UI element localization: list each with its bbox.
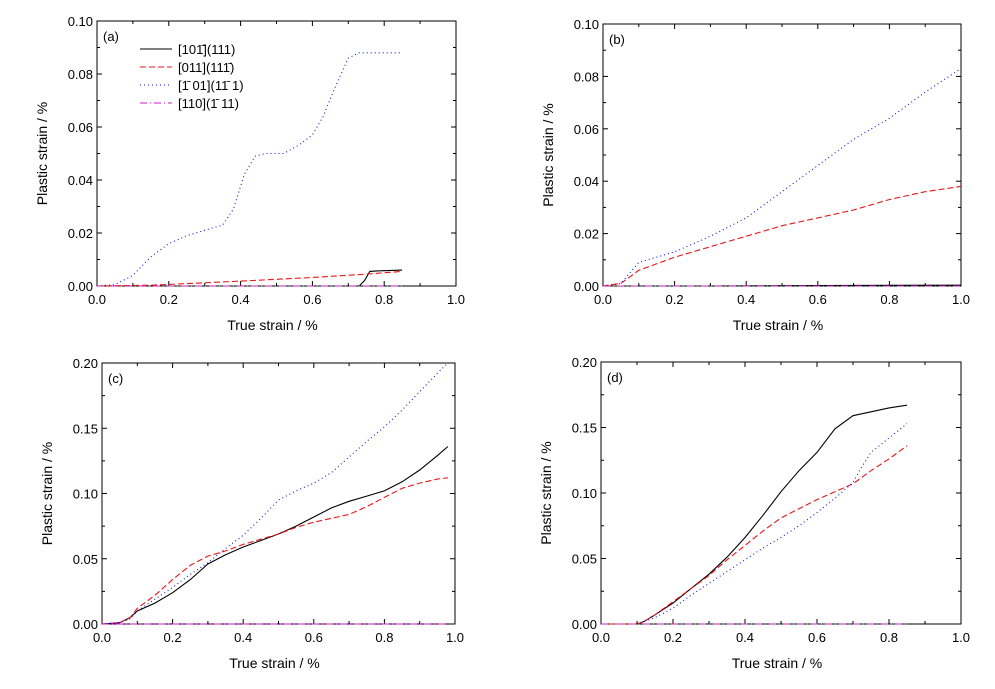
x-tick-label: 0.4 [232,292,250,307]
x-tick-label: 0.6 [808,630,826,645]
y-tick-label: 0.04 [68,173,93,188]
series-line-s3 [601,423,908,625]
y-tick-label: 0.20 [73,356,98,371]
y-axis-label: Plastic strain / % [39,442,55,545]
legend-label-s4: [110](1̄ 11) [178,96,239,111]
y-tick-label: 0.02 [574,227,599,242]
x-tick-label: 1.0 [446,630,464,645]
y-tick-label: 0.04 [574,174,599,189]
y-axis-label: Plastic strain / % [34,102,50,205]
x-tick-label: 0.6 [809,292,827,307]
y-tick-label: 0.05 [73,552,98,567]
series-line-s2 [96,270,403,287]
x-tick-label: 0.2 [164,630,182,645]
x-tick-label: 0.0 [594,292,612,307]
y-tick-label: 0.06 [574,122,599,137]
plot-frame [96,20,457,287]
x-axis-label: True strain / % [732,655,823,671]
panel-label: (d) [607,370,623,385]
series-line-s1 [601,404,908,625]
legend-label-s2: [011](111̄) [178,60,234,75]
x-axis-label: True strain / % [733,317,824,333]
y-axis-label: Plastic strain / % [540,103,556,206]
series-line-s3 [96,52,403,287]
series-line-s3 [602,68,962,287]
series-line-s2 [601,445,908,625]
x-tick-label: 0.0 [93,630,111,645]
legend-label-s1: [101̄](111) [178,42,235,57]
x-tick-label: 0.8 [880,630,898,645]
chart-panel-1: 0.0 0.2 0.4 0.6 0.8 1.0 0.00 0.02 0.04 0.06 0.08 0.… [34,14,465,333]
plot-frame [602,23,962,287]
y-tick-label: 0.00 [73,617,98,632]
x-axis-label: True strain / % [229,655,320,671]
y-tick-label: 0.00 [574,279,599,294]
x-tick-label: 1.0 [952,292,970,307]
plot-frame [600,361,962,625]
x-tick-label: 0.4 [234,630,252,645]
x-tick-label: 0.0 [88,292,106,307]
panel-label: (c) [108,371,123,386]
plot-frame [101,362,456,625]
y-tick-label: 0.02 [68,226,93,241]
y-tick-label: 0.15 [73,421,98,436]
x-tick-label: 0.0 [592,630,610,645]
x-tick-label: 0.2 [160,292,178,307]
x-tick-label: 0.8 [375,630,393,645]
y-tick-label: 0.00 [572,617,597,632]
x-axis-label: True strain / % [227,317,318,333]
series-line-s1 [101,446,449,625]
y-tick-label: 0.00 [68,279,93,294]
y-tick-label: 0.06 [68,120,93,135]
x-tick-label: 1.0 [447,292,465,307]
y-tick-label: 0.10 [68,14,93,29]
y-tick-label: 0.20 [572,355,597,370]
y-tick-label: 0.05 [572,552,597,567]
y-tick-label: 0.08 [574,69,599,84]
x-tick-label: 0.8 [880,292,898,307]
chart-panel-2: 0.0 0.2 0.4 0.6 0.8 1.0 0.00 0.02 0.04 0.06 0.08 0.… [540,17,970,333]
series-line-s3 [101,362,449,625]
x-tick-label: 0.4 [736,630,754,645]
series-line-s2 [101,477,448,625]
series-line-s1 [97,269,403,287]
x-tick-label: 0.6 [305,630,323,645]
x-tick-label: 0.4 [737,292,755,307]
y-tick-label: 0.10 [574,17,599,32]
x-tick-label: 0.8 [375,292,393,307]
x-tick-label: 1.0 [952,630,970,645]
panel-label: (b) [609,32,625,47]
series-line-s2 [602,185,962,287]
y-axis-label: Plastic strain / % [538,441,554,544]
chart-panel-4: 0.0 0.2 0.4 0.6 0.8 1.0 0.00 0.05 0.10 0.15 0.20 Tr… [538,355,970,671]
chart-panel-3: 0.0 0.2 0.4 0.6 0.8 1.0 0.00 0.05 0.10 0.15 0.20 Tr… [39,356,464,671]
y-tick-label: 0.10 [572,486,597,501]
y-tick-label: 0.10 [73,487,98,502]
y-tick-label: 0.08 [68,67,93,82]
legend-label-s3: [1̄ 01](11̄ 1) [178,78,244,93]
y-tick-label: 0.15 [572,421,597,436]
panel-label: (a) [103,29,119,44]
x-tick-label: 0.2 [664,630,682,645]
x-tick-label: 0.6 [303,292,321,307]
x-tick-label: 0.2 [666,292,684,307]
series-line-s1 [603,284,962,287]
